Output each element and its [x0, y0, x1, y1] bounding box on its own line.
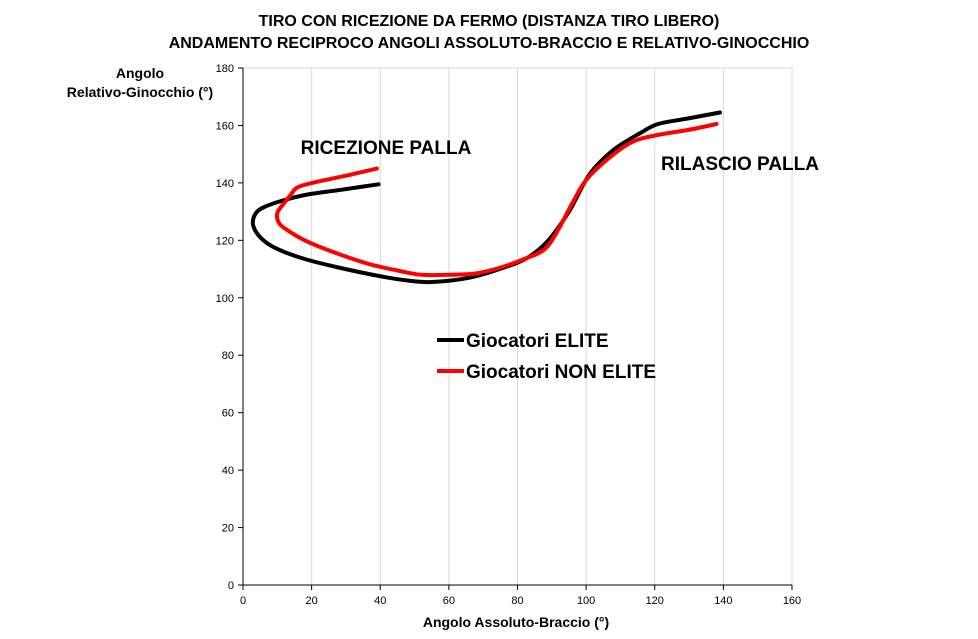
x-tick-label-80: 80 [511, 595, 523, 607]
x-tick-label-40: 40 [374, 595, 386, 607]
y-tick-label-180: 180 [216, 63, 234, 75]
legend-label-non-elite: Giocatori NON ELITE [466, 362, 656, 383]
chart-title-line2: ANDAMENTO RECIPROCO ANGOLI ASSOLUTO-BRAC… [168, 35, 810, 52]
y-tick-label-60: 60 [222, 408, 234, 420]
legend: Giocatori ELITE Giocatori NON ELITE [437, 331, 656, 383]
x-tick-label-0: 0 [240, 595, 246, 607]
legend-label-elite: Giocatori ELITE [466, 331, 609, 352]
series-line-elite [250, 110, 722, 285]
chart-title-line1: TIRO CON RICEZIONE DA FERMO (DISTANZA TI… [258, 13, 720, 30]
x-tick-label-140: 140 [714, 595, 732, 607]
annotation-rilascio-palla: RILASCIO PALLA [661, 154, 819, 175]
y-tick-label-100: 100 [216, 293, 234, 305]
y-tick-label-140: 140 [216, 178, 234, 190]
y-tick-label-40: 40 [222, 465, 234, 477]
x-tick-label-160: 160 [783, 595, 801, 607]
x-tick-label-20: 20 [306, 595, 318, 607]
x-axis-title: Angolo Assoluto-Braccio (°) [423, 614, 609, 630]
y-axis-title-line1: Angolo [116, 65, 164, 81]
y-tick-label-80: 80 [222, 350, 234, 362]
y-tick-label-0: 0 [228, 580, 234, 592]
y-axis-title-line2: Relativo-Ginocchio (°) [67, 84, 213, 100]
y-tick-label-20: 20 [222, 523, 234, 535]
annotation-ricezione-palla: RICEZIONE PALLA [301, 138, 472, 159]
x-tick-label-100: 100 [577, 595, 595, 607]
x-tick-label-60: 60 [443, 595, 455, 607]
y-tick-label-160: 160 [216, 120, 234, 132]
y-tick-label-120: 120 [216, 235, 234, 247]
x-tick-label-120: 120 [646, 595, 664, 607]
series-line-non-elite [274, 122, 719, 278]
